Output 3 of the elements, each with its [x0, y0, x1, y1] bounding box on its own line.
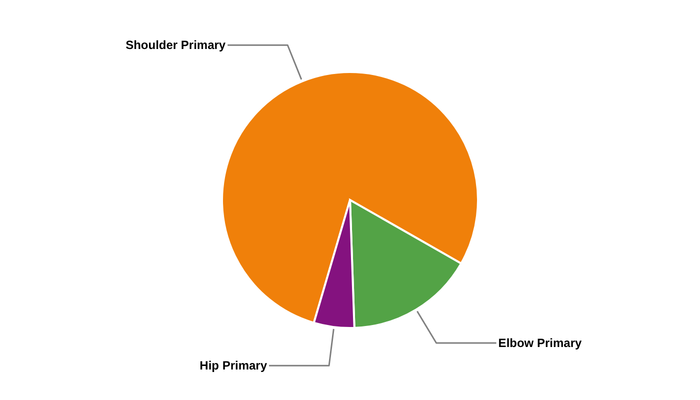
slice-label: Hip Primary [200, 358, 268, 373]
slice-label: Elbow Primary [498, 336, 582, 350]
slice-label: Shoulder Primary [126, 38, 226, 52]
